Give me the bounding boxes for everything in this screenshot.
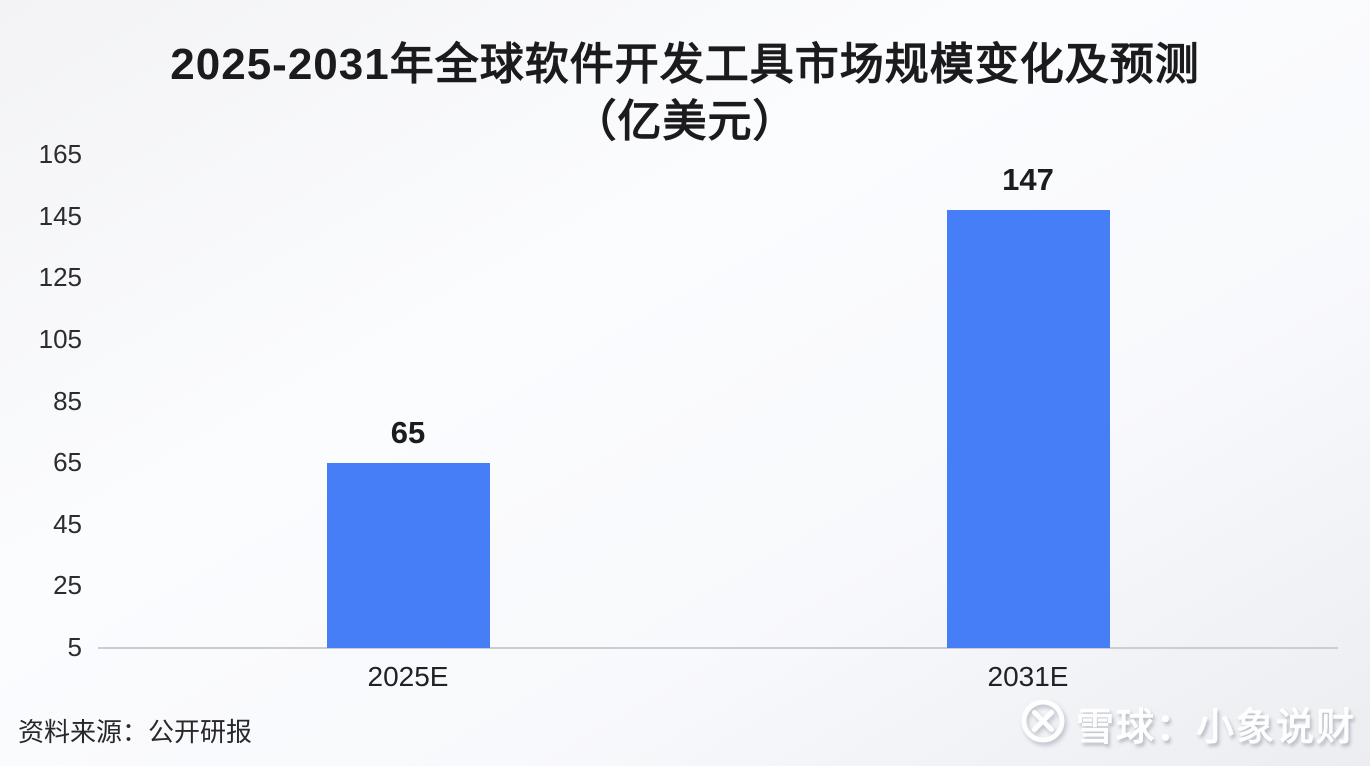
x-axis-category-label: 2031E [987,661,1069,692]
chart-subtitle: （亿美元） [572,97,798,147]
source-note: 资料来源：公开研报 [18,717,253,747]
bar-value-label: 147 [1002,162,1054,198]
watermark: 雪球：小象说财 [1019,696,1356,751]
bar-value-label: 65 [390,415,426,451]
chart-title: 2025-2031年全球软件开发工具市场规模变化及预测 [170,40,1200,89]
y-axis-tick: 165 [38,138,82,169]
y-axis-tick: 65 [53,447,82,478]
y-axis-tick: 85 [53,385,82,416]
x-axis-line [98,647,1338,649]
watermark-text: 雪球：小象说财 [1075,707,1356,749]
y-axis-tick: 25 [53,570,82,601]
chart-title-block: 2025-2031年全球软件开发工具市场规模变化及预测 （亿美元） [0,36,1370,150]
y-axis-tick: 125 [38,262,82,293]
y-axis-tick: 105 [38,323,82,354]
bar-2025E [326,463,490,648]
bar-2031E [946,210,1110,648]
xueqiu-logo-icon [1019,697,1067,750]
x-axis-category-label: 2025E [367,661,449,692]
y-axis-tick: 145 [38,200,82,231]
y-axis-tick: 45 [53,508,82,539]
y-axis-tick: 5 [67,631,82,662]
